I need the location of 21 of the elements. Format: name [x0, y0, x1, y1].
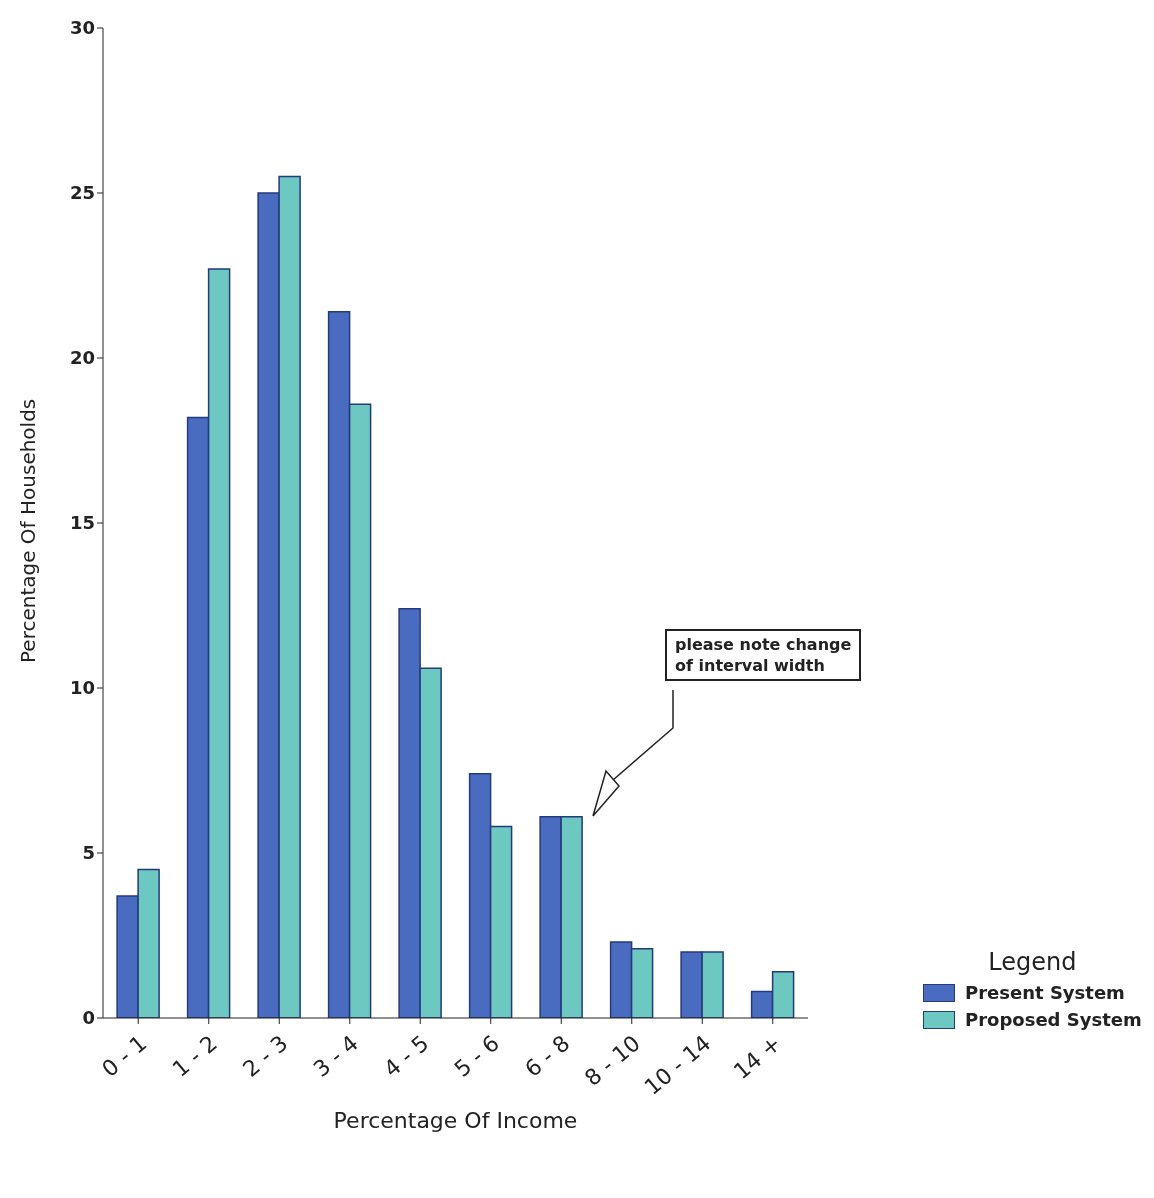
y-axis-title: Percentage Of Households: [16, 398, 41, 663]
y-tick-label: 5: [82, 842, 95, 864]
x-tick-label: 4 - 5: [379, 1030, 434, 1082]
y-tick-label: 20: [69, 347, 95, 369]
x-tick-label: 6 - 8: [520, 1030, 575, 1082]
legend-label: Present System: [965, 982, 1125, 1003]
x-tick-label: 14 +: [728, 1030, 786, 1084]
x-tick-label: 1 - 2: [167, 1030, 222, 1082]
legend-title: Legend: [987, 948, 1078, 976]
y-tick-label: 15: [69, 512, 95, 534]
y-tick-label: 0: [82, 1007, 95, 1029]
y-tick-label: 10: [69, 677, 95, 699]
x-tick-label: 2 - 3: [238, 1030, 293, 1082]
x-tick-label: 3 - 4: [308, 1030, 363, 1082]
y-tick-label: 30: [69, 17, 95, 39]
annotation: please note change of interval width: [675, 634, 852, 676]
legend-label: Proposed System: [965, 1009, 1142, 1030]
x-tick-label: 0 - 1: [97, 1030, 152, 1082]
y-tick-label: 25: [69, 182, 95, 204]
x-axis-title: Percentage Of Income: [333, 1108, 578, 1133]
x-tick-label: 5 - 6: [449, 1030, 504, 1082]
